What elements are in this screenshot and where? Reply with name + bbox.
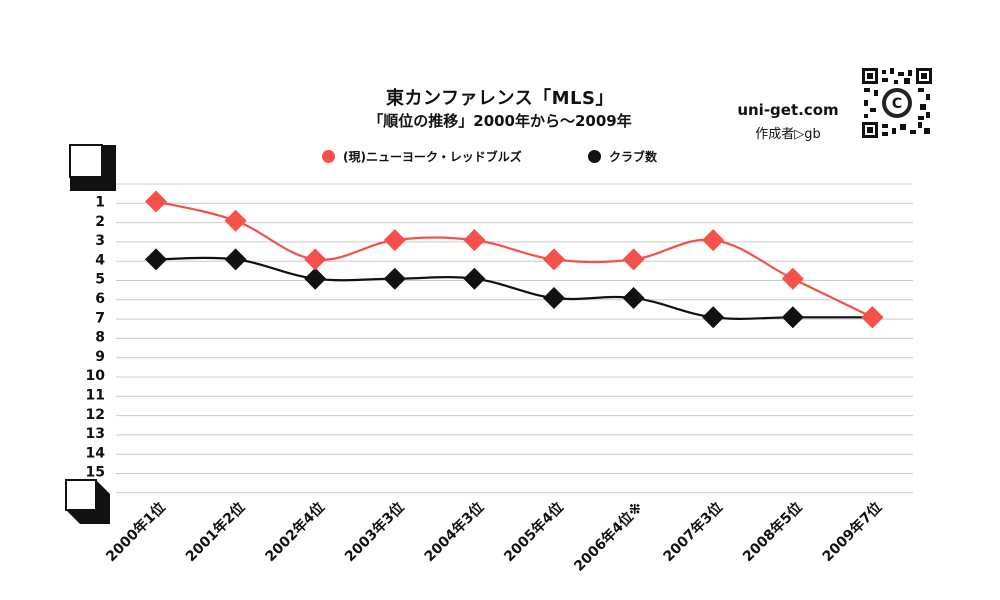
- y-tick-label: 8: [95, 330, 105, 346]
- x-tick-label: 2008年5位: [739, 499, 805, 565]
- series-point-1: [781, 306, 804, 329]
- series-point-1: [702, 306, 725, 329]
- legend-label-clubs: クラブ数: [609, 150, 658, 164]
- series-point-0: [861, 306, 884, 329]
- y-tick-label: 1: [95, 195, 105, 211]
- series-line-1: [155, 256, 873, 320]
- y-tick-label: 5: [95, 272, 105, 288]
- series-point-0: [781, 267, 804, 290]
- legend-item-team: (現)ニューヨーク・レッドブルズ: [322, 148, 522, 165]
- series-point-1: [224, 248, 247, 271]
- series-line-0: [155, 200, 873, 319]
- y-tick-label: 3: [95, 233, 105, 249]
- legend-item-clubs: クラブ数: [588, 148, 657, 165]
- site-name: uni-get.com: [737, 101, 839, 119]
- x-tick-label: 2009年7位: [819, 499, 885, 565]
- y-tick-label: 7: [95, 310, 105, 326]
- x-tick-label: 2004年3位: [421, 499, 487, 565]
- y-tick-label: 9: [95, 349, 105, 365]
- series-point-0: [304, 248, 327, 271]
- x-tick-label: 2001年2位: [182, 499, 248, 565]
- series-point-1: [543, 287, 565, 309]
- y-tick-label: 14: [86, 445, 106, 461]
- chart-subtitle: 「順位の推移」2000年から～2009年: [368, 112, 632, 130]
- x-tick-label: 2005年4位: [501, 499, 567, 565]
- series-point-0: [543, 248, 565, 271]
- y-tick-label: 13: [86, 426, 105, 442]
- series-point-1: [383, 267, 406, 290]
- chart-legend: (現)ニューヨーク・レッドブルズ クラブ数: [0, 148, 1000, 168]
- y-tick-label: 10: [86, 368, 106, 384]
- legend-label-team: (現)ニューヨーク・レッドブルズ: [343, 150, 522, 164]
- chart-title: 東カンファレンス「MLS」: [386, 88, 614, 109]
- svg-text:C: C: [892, 96, 902, 112]
- y-tick-label: 11: [86, 388, 105, 404]
- series-point-1: [145, 248, 167, 271]
- x-tick-label: 2003年3位: [341, 499, 407, 565]
- series-point-1: [304, 267, 327, 290]
- qr-code-icon: C: [862, 68, 932, 138]
- x-tick-label: 2006年4位※: [571, 499, 647, 575]
- y-tick-label: 15: [86, 465, 105, 481]
- series-point-1: [463, 267, 486, 290]
- legend-marker-clubs: [588, 150, 601, 163]
- series-point-0: [463, 229, 486, 252]
- series-point-0: [145, 190, 167, 213]
- top-corner-decoration: [69, 144, 116, 191]
- series-point-0: [383, 229, 406, 252]
- series-point-0: [622, 248, 645, 271]
- x-tick-label: 2000年1位: [103, 499, 169, 565]
- bottom-corner-decoration: [65, 479, 110, 524]
- x-tick-label: 2007年3位: [660, 499, 726, 565]
- y-tick-label: 2: [95, 214, 105, 230]
- series-point-1: [622, 287, 645, 309]
- y-tick-label: 12: [86, 407, 105, 423]
- y-tick-label: 6: [95, 291, 105, 307]
- series-point-0: [702, 229, 725, 252]
- author-credit: 作成者▷gb: [755, 127, 821, 142]
- series-point-0: [224, 209, 247, 232]
- legend-marker-team: [322, 150, 335, 163]
- y-tick-label: 4: [95, 252, 105, 268]
- x-tick-label: 2002年4位: [262, 499, 328, 565]
